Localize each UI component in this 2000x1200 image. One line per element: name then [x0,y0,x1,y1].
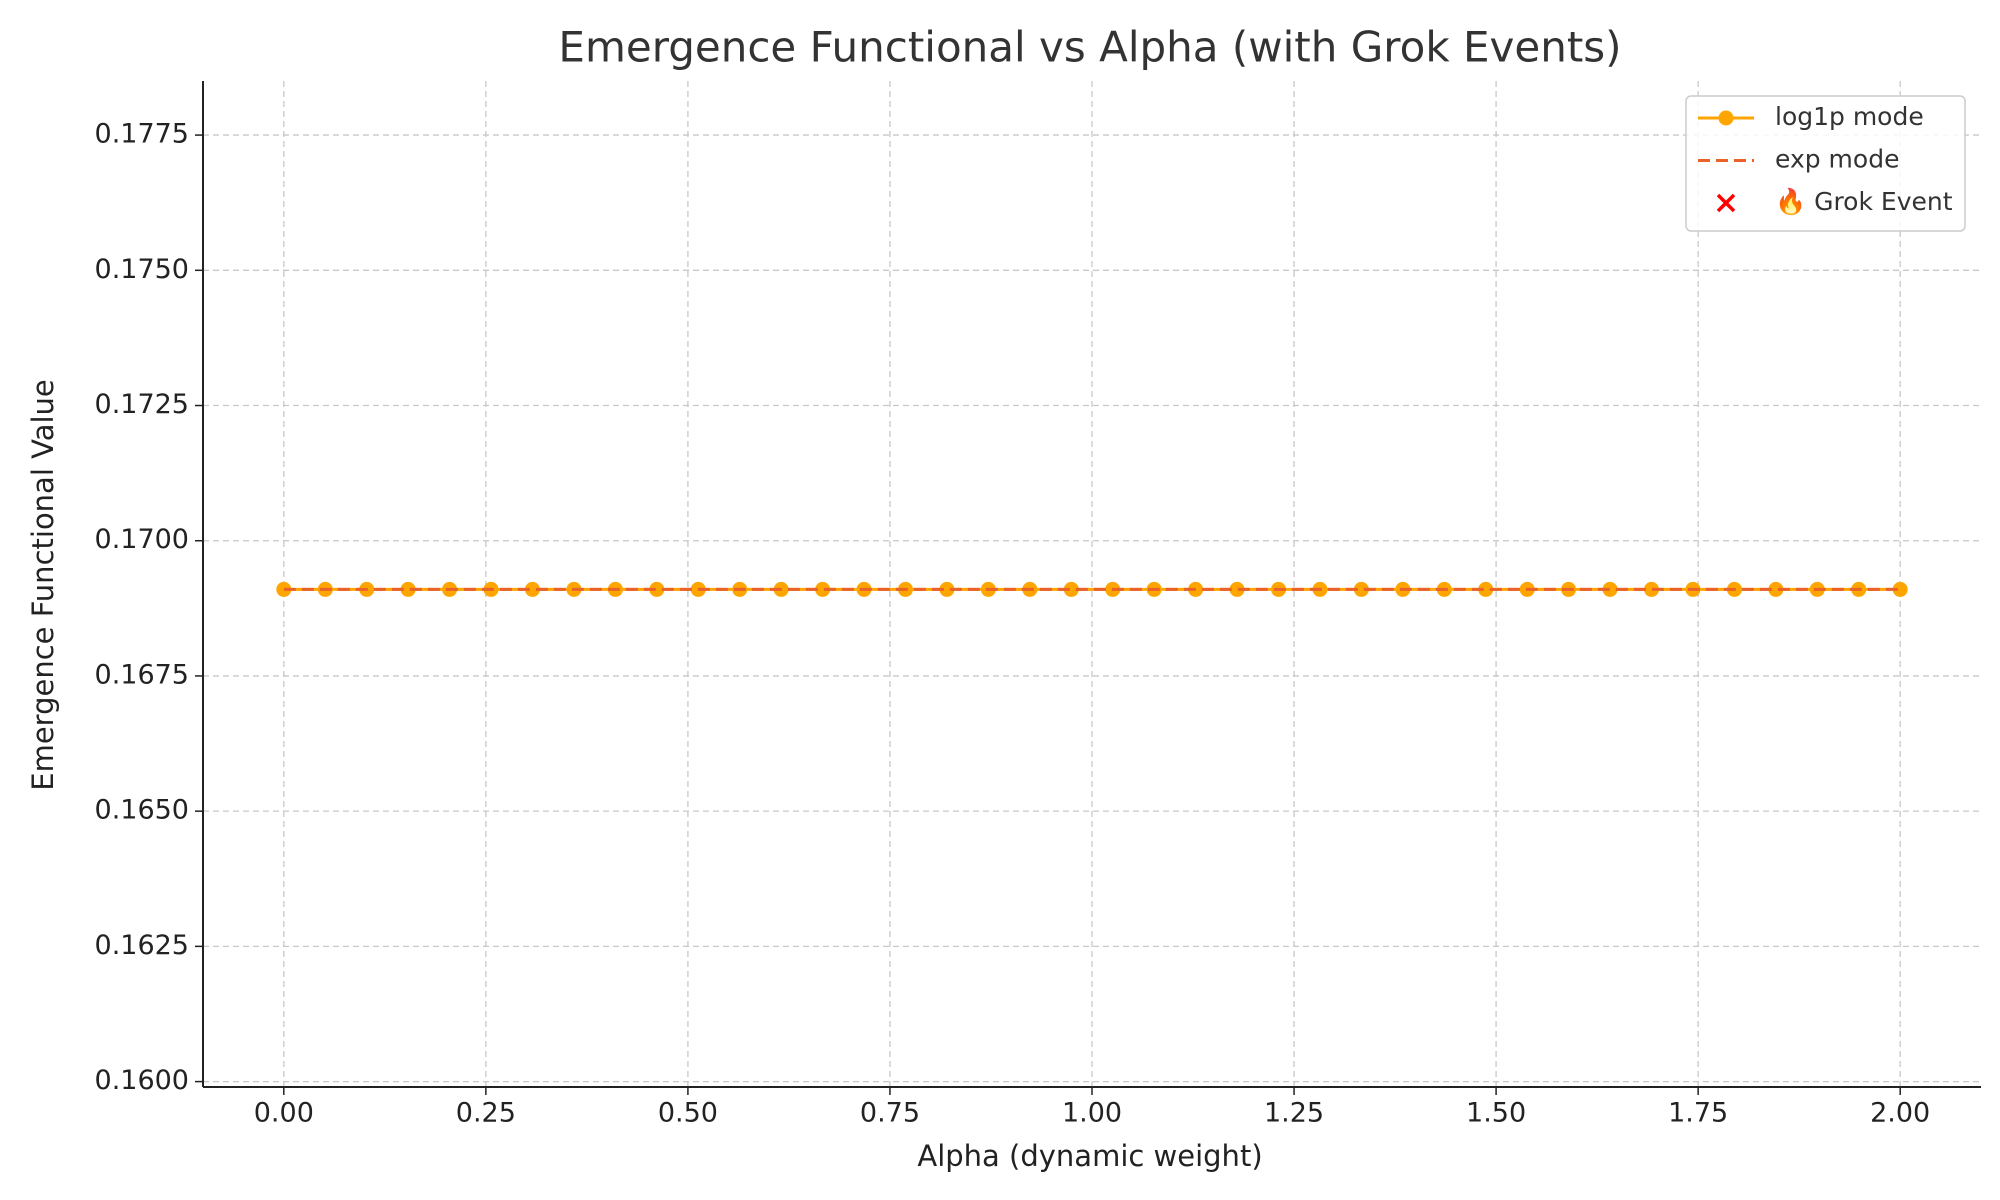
point [524,581,540,597]
x-tick-label: 0.50 [658,1098,718,1129]
y-axis-label: Emergence Functional Value [26,379,60,791]
point [649,581,665,597]
x-axis-label: Alpha (dynamic weight) [917,1139,1262,1173]
point [1892,581,1908,597]
y-tick-label: 0.1750 [95,254,189,285]
x-tick-label: 0.25 [456,1098,516,1129]
x-tick-label: 1.75 [1668,1098,1728,1129]
legend-label: exp mode [1775,145,1899,174]
point [1478,581,1494,597]
legend-box [1685,95,1966,232]
x-tick-label: 1.25 [1264,1098,1324,1129]
point [400,581,416,597]
point [1063,581,1079,597]
x-tick-label: 0.75 [860,1098,920,1129]
legend-label: 🔥 Grok Event [1775,187,1953,216]
y-tick-label: 0.1700 [95,524,189,555]
y-tick-label: 0.1625 [95,930,189,961]
point [939,581,955,597]
legend-marker [1716,193,1736,213]
x-tick-label: 2.00 [1870,1098,1930,1129]
legend-marker [1718,110,1734,126]
point [815,581,831,597]
x-tick-label: 0.00 [254,1098,314,1129]
x-tick-label: 1.00 [1062,1098,1122,1129]
point [1768,581,1784,597]
y-tick-label: 0.1650 [95,795,189,826]
y-tick-label: 0.1600 [95,1065,189,1096]
point [1644,581,1660,597]
y-tick-label: 0.1775 [95,119,189,150]
point [1353,581,1369,597]
x-tick-label: 1.50 [1466,1098,1526,1129]
y-tick-label: 0.1725 [95,389,189,420]
legend-label: log1p mode [1775,102,1924,131]
chart-title: Emergence Functional vs Alpha (with Grok… [558,23,1621,72]
point [1229,581,1245,597]
y-tick-label: 0.1675 [95,659,189,690]
point [1602,581,1618,597]
